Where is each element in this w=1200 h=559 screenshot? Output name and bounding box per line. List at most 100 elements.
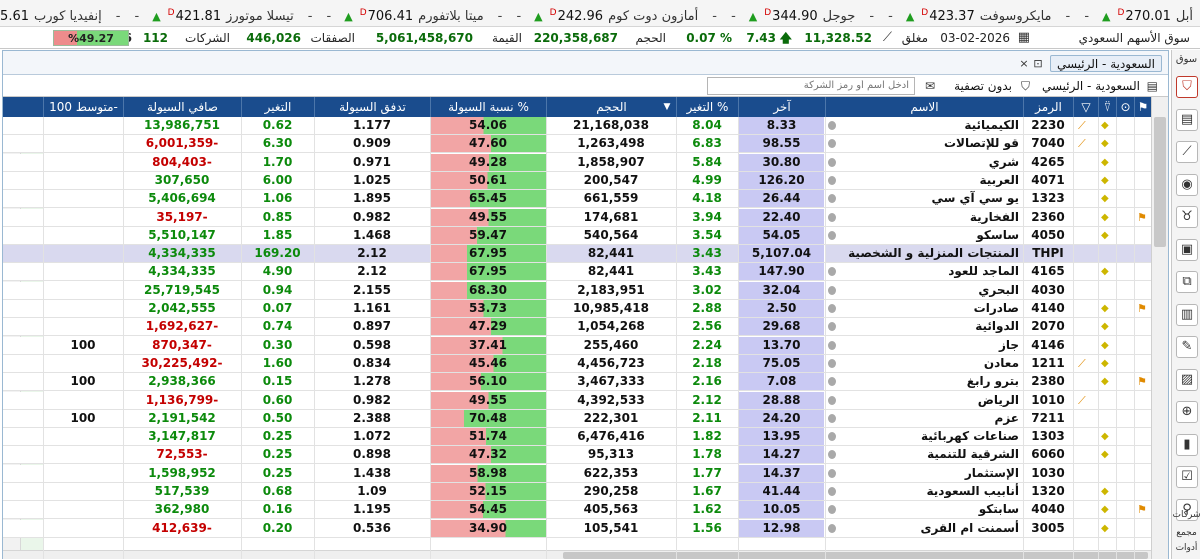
company-search-input[interactable] (707, 77, 915, 95)
table-row[interactable]: 1320 أنابيب السعودية 41.44 1.67 290,258 52.15… (3, 483, 1153, 501)
location-pin-icon[interactable] (828, 450, 836, 460)
table-row[interactable]: 7211 عزم 24.20 2.11 222,301 70.48 2.388 0.50 2,1… (3, 409, 1153, 428)
location-pin-icon[interactable] (828, 395, 836, 405)
alert-bell-icon[interactable]: ◆ (1101, 431, 1109, 443)
table-row[interactable]: 1010 الرياض 28.88 2.12 4,392,533 49.55 0.982 0.… (3, 391, 1153, 410)
alert-bell-icon[interactable]: ◆ (1101, 266, 1109, 278)
table-row[interactable]: 1323 يو سي آي سي 26.44 4.18 661,559 65.45 1.89… (3, 190, 1153, 209)
list-icon[interactable]: ▤ (1146, 79, 1158, 93)
list-view-icon[interactable]: ▤ (1176, 108, 1198, 131)
flag-icon[interactable]: ⚑ (1137, 503, 1147, 517)
flag-icon[interactable]: ⚑ (1137, 302, 1147, 315)
trend-icon[interactable]: ⟋ (1078, 137, 1086, 151)
tab-close-icon[interactable]: × (1019, 57, 1029, 70)
table-row[interactable]: 4146 جاز 13.70 2.24 255,460 37.41 0.598 0.30 870… (3, 336, 1153, 355)
market-selector[interactable]: السعودية - الرئيسي (1041, 79, 1140, 93)
table-row[interactable]: 7040 قو للإتصالات 98.55 6.83 1,263,498 47.60 0… (3, 135, 1153, 154)
companies-icon[interactable]: ⚲ (1176, 498, 1198, 521)
alert-bell-icon[interactable]: ◆ (1101, 120, 1109, 131)
header-flag-icon[interactable]: ⚑ (1134, 97, 1151, 117)
filter-dropdown[interactable]: بدون تصفية (954, 79, 1012, 93)
market-name[interactable]: سوق الأسهم السعودي (1078, 31, 1190, 45)
sort-desc-icon[interactable]: ▼ (663, 102, 671, 112)
location-pin-icon[interactable] (828, 212, 836, 222)
location-pin-icon[interactable] (828, 267, 836, 277)
table-row[interactable]: 1211 معادن 75.05 2.18 4,456,723 45.46 0.834 1.6… (3, 354, 1153, 373)
location-pin-icon[interactable] (828, 413, 836, 423)
location-pin-icon[interactable] (828, 340, 836, 350)
header-liquidity-share[interactable]: نسبة السيولة % (430, 97, 546, 117)
header-change[interactable]: التغير (241, 97, 314, 117)
location-pin-icon[interactable] (828, 487, 836, 496)
header-last[interactable]: آخر (738, 97, 825, 117)
checklist-icon[interactable]: ☑ (1176, 466, 1198, 488)
location-pin-icon[interactable] (828, 523, 836, 533)
table-row[interactable]: 2360 الفخارية 22.40 3.94 174,681 49.55 0.982 0.… (3, 208, 1153, 227)
location-pin-icon[interactable] (828, 285, 836, 295)
table-row[interactable]: 4265 شري 30.80 5.84 1,858,907 49.28 0.971 1.70 8… (3, 153, 1153, 172)
location-pin-icon[interactable] (828, 377, 836, 387)
analysis-icon[interactable]: ⧉ (1176, 271, 1198, 293)
ticker-item[interactable]: مايكروسوفت D423.37 ▲ - - (862, 0, 1058, 26)
table-row[interactable]: 4030 البحري 32.04 3.02 2,183,951 68.30 2.155 0.… (3, 281, 1153, 300)
chart-line-icon[interactable]: ⟋ (882, 30, 892, 45)
location-pin-icon[interactable] (828, 175, 836, 185)
vertical-scroll-thumb[interactable] (1154, 117, 1166, 247)
trend-icon[interactable]: ⟋ (1078, 119, 1086, 132)
alert-bell-icon[interactable]: ◆ (1101, 174, 1109, 186)
target-icon[interactable]: ⊕ (1176, 401, 1198, 423)
filter-icon[interactable]: ⛉ (1020, 79, 1030, 93)
stamp-icon[interactable]: ✎ (1176, 336, 1198, 358)
table-row[interactable]: 1030 الإستثمار 14.37 1.77 622,353 58.98 1.438 0… (3, 464, 1153, 483)
sector-row[interactable]: THPI المنتجات المنزلية و الشخصية 5,107.04 3… (3, 245, 1153, 264)
header-avg-100[interactable]: متوسط 100- (43, 97, 123, 117)
line-chart-icon[interactable]: ⟋ (1176, 141, 1198, 163)
table-row[interactable]: 4040 سابتكو 10.05 1.62 405,563 54.45 1.195 0.16… (3, 501, 1153, 520)
alert-bell-icon[interactable]: ◆ (1101, 303, 1109, 314)
location-pin-icon[interactable] (828, 230, 836, 240)
flag-icon[interactable]: ⚑ (1137, 210, 1147, 224)
header-name[interactable]: الاسم (825, 97, 1023, 117)
bar-chart-icon[interactable]: ▮ (1176, 433, 1198, 456)
alert-bell-icon[interactable]: ◆ (1101, 321, 1109, 333)
calendar-icon[interactable]: ▦ (1017, 30, 1030, 45)
bull-icon[interactable]: ♉ (1176, 206, 1198, 228)
table-row[interactable]: 3005 أسمنت ام القرى 12.98 1.56 105,541 34.90 0… (3, 519, 1153, 538)
location-pin-icon[interactable] (828, 194, 836, 204)
watch-eye-icon[interactable]: ◉ (1176, 173, 1198, 196)
horizontal-scrollbar[interactable] (3, 550, 1153, 559)
header-net-liquidity[interactable]: صافي السيولة (123, 97, 241, 117)
ticker-item[interactable]: جوجل D344.90 ▲ - - (705, 0, 862, 26)
trend-icon[interactable]: ⟋ (1078, 393, 1086, 407)
alert-bell-icon[interactable]: ◆ (1101, 156, 1109, 168)
header-liquidity-flow[interactable]: تدفق السيولة (314, 97, 430, 117)
ticker-item[interactable]: أمازون دوت كوم D242.96 ▲ - - (491, 0, 706, 26)
alert-bell-icon[interactable]: ◆ (1101, 229, 1109, 241)
alert-bell-icon[interactable]: ◆ (1101, 138, 1109, 150)
table-row[interactable]: 6060 الشرقية للتنمية 14.27 1.78 95,313 47.32 0… (3, 446, 1153, 465)
table-row[interactable]: 2070 الدوائية 29.68 2.56 1,054,268 47.29 0.897… (3, 318, 1153, 337)
table-row[interactable]: 4165 الماجد للعود 147.90 3.43 82,441 67.95 2.1… (3, 263, 1153, 282)
ticker-item[interactable]: ميتا بلاتفورم D706.41 ▲ - - (301, 0, 491, 26)
trend-icon[interactable]: ⟋ (1078, 356, 1086, 370)
alert-bell-icon[interactable]: ◆ (1101, 486, 1109, 497)
table-row[interactable]: 4140 صادرات 2.50 2.88 10,985,418 53.73 1.161 0.… (3, 300, 1153, 318)
header-settings-icon[interactable]: ⊙ (1116, 97, 1134, 117)
vertical-scrollbar[interactable] (1151, 97, 1168, 559)
header-filter-icon[interactable]: ▽ (1073, 97, 1098, 117)
flag-icon[interactable]: ⚑ (1137, 375, 1147, 389)
table-row[interactable]: 2380 بترو رابغ 7.08 2.16 3,467,333 56.10 1.278… (3, 373, 1153, 392)
horizontal-scroll-thumb[interactable] (563, 552, 1148, 559)
image-icon[interactable]: ▨ (1176, 368, 1198, 391)
mail-icon[interactable]: ✉ (924, 79, 935, 93)
alert-bell-icon[interactable]: ◆ (1101, 449, 1109, 461)
location-pin-icon[interactable] (828, 157, 836, 167)
document-icon[interactable]: ▥ (1176, 303, 1198, 326)
alert-bell-icon[interactable]: ◆ (1101, 522, 1109, 534)
location-pin-icon[interactable] (828, 505, 836, 515)
location-pin-icon[interactable] (828, 121, 836, 130)
alert-bell-icon[interactable]: ◆ (1101, 376, 1109, 388)
ticker-item[interactable]: تيسلا موتورز D421.81 ▲ - - (109, 0, 301, 26)
header-change-pct[interactable]: التغير % (676, 97, 738, 117)
alert-bell-icon[interactable]: ◆ (1101, 357, 1109, 369)
